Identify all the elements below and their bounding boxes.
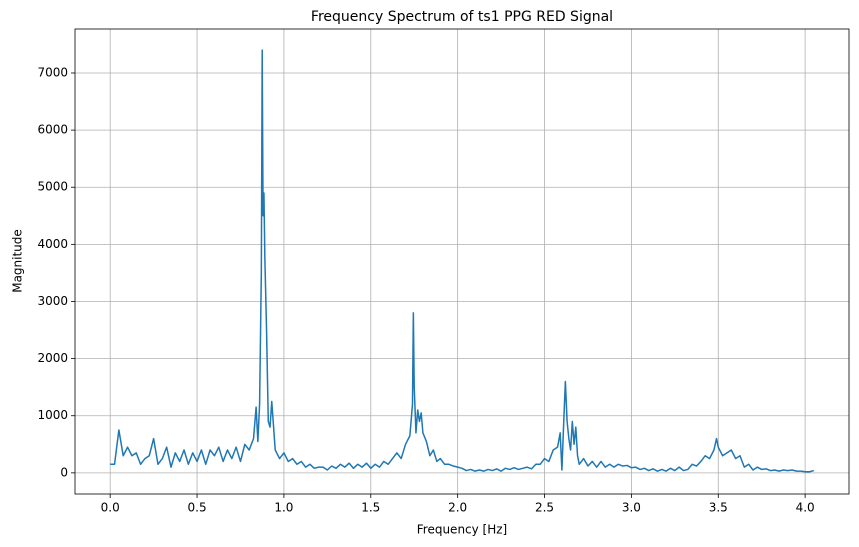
y-axis-label: Magnitude [11,229,25,293]
x-tick-label: 3.0 [622,501,641,515]
y-tick-label: 6000 [37,123,68,137]
x-tick-label: 2.5 [535,501,554,515]
data-line [110,49,815,473]
y-tick-label: 3000 [37,294,68,308]
x-tick-label: 1.5 [361,501,380,515]
x-tick-label: 2.0 [448,501,467,515]
x-tick-label: 1.0 [274,501,293,515]
chart-title: Frequency Spectrum of ts1 PPG RED Signal [311,9,613,25]
plot-frame [74,28,850,495]
y-tick-label: 7000 [37,65,68,79]
y-tick-label: 4000 [37,237,68,251]
x-axis-label: Frequency [Hz] [417,523,508,537]
y-tick-label: 1000 [37,408,68,422]
x-tick-label: 4.0 [796,501,815,515]
y-tick-label: 0 [60,465,68,479]
y-tick-label: 2000 [37,351,68,365]
y-tick-label: 5000 [37,180,68,194]
x-tick-label: 3.5 [709,501,728,515]
x-tick-label: 0.5 [188,501,207,515]
x-tick-label: 0.0 [101,501,120,515]
